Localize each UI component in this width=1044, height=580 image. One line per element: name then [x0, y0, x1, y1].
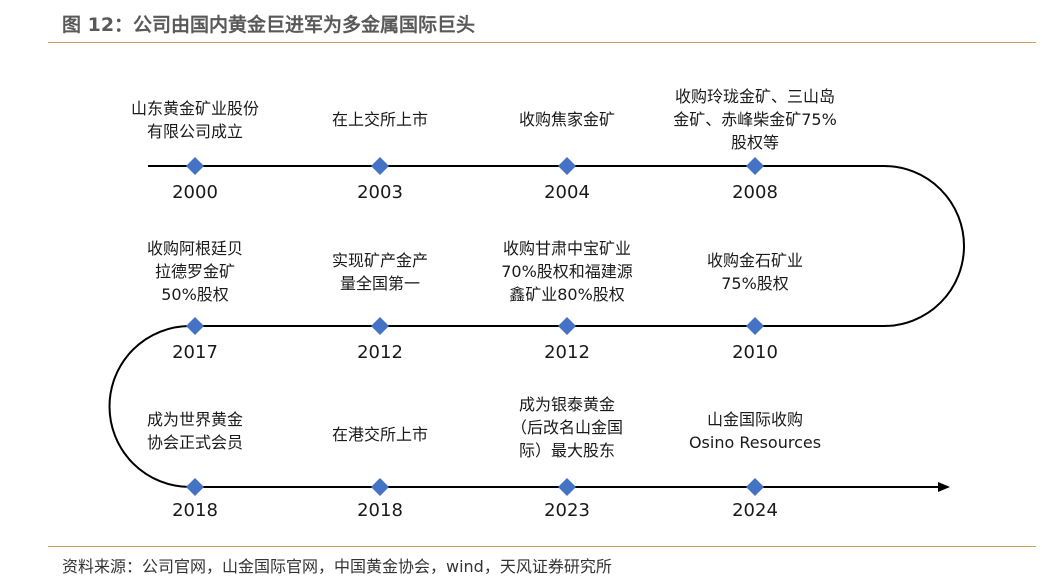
timeline-marker	[746, 317, 764, 335]
event-label: 收购金石矿业 75%股权	[706, 251, 803, 293]
bottom-rule	[48, 546, 1036, 547]
year-label: 2018	[357, 500, 403, 521]
year-label: 2017	[172, 342, 218, 363]
year-label: 2018	[172, 500, 218, 521]
timeline-marker	[558, 478, 576, 496]
timeline-markers	[186, 157, 764, 496]
event-label: 在港交所上市	[331, 425, 428, 444]
event-label: 在上交所上市	[331, 110, 428, 129]
year-label: 2012	[544, 342, 590, 363]
event-label: 山东黄金矿业股份 有限公司成立	[130, 99, 259, 141]
event-label: 山金国际收购 Osino Resources	[688, 410, 822, 452]
year-label: 2004	[544, 182, 590, 203]
timeline-connector	[108, 165, 965, 488]
source-note: 资料来源：公司官网，山金国际官网，中国黄金协会，wind，天风证券研究所	[62, 557, 612, 576]
timeline-marker	[558, 317, 576, 335]
timeline-path	[108, 165, 965, 492]
timeline-marker	[371, 478, 389, 496]
event-label: 收购焦家金矿	[518, 110, 615, 129]
year-label: 2024	[732, 500, 778, 521]
timeline-arrowhead	[938, 482, 950, 492]
timeline-marker	[746, 157, 764, 175]
top-rule	[48, 42, 1036, 43]
year-label: 2010	[732, 342, 778, 363]
event-label: 成为银泰黄金 （后改名山金国 际）最大股东	[510, 395, 623, 460]
timeline-marker	[186, 478, 204, 496]
event-label: 收购玲珑金矿、三山岛 金矿、赤峰柴金矿75% 股权等	[673, 87, 837, 152]
event-label: 收购甘肃中宝矿业 70%股权和福建源 鑫矿业80%股权	[501, 239, 633, 304]
figure-title: 图 12：公司由国内黄金巨进军为多金属国际巨头	[62, 14, 476, 36]
year-label: 2023	[544, 500, 590, 521]
event-label: 实现矿产金产 量全国第一	[331, 251, 428, 293]
timeline-marker	[746, 478, 764, 496]
timeline-marker	[558, 157, 576, 175]
timeline-marker	[371, 317, 389, 335]
event-label: 成为世界黄金 协会正式会员	[146, 410, 243, 452]
timeline-marker	[186, 157, 204, 175]
year-label: 2008	[732, 182, 778, 203]
timeline-marker	[371, 157, 389, 175]
year-label: 2012	[357, 342, 403, 363]
event-label: 收购阿根廷贝 拉德罗金矿 50%股权	[146, 239, 243, 304]
year-label: 2003	[357, 182, 403, 203]
timeline-marker	[186, 317, 204, 335]
year-label: 2000	[172, 182, 218, 203]
